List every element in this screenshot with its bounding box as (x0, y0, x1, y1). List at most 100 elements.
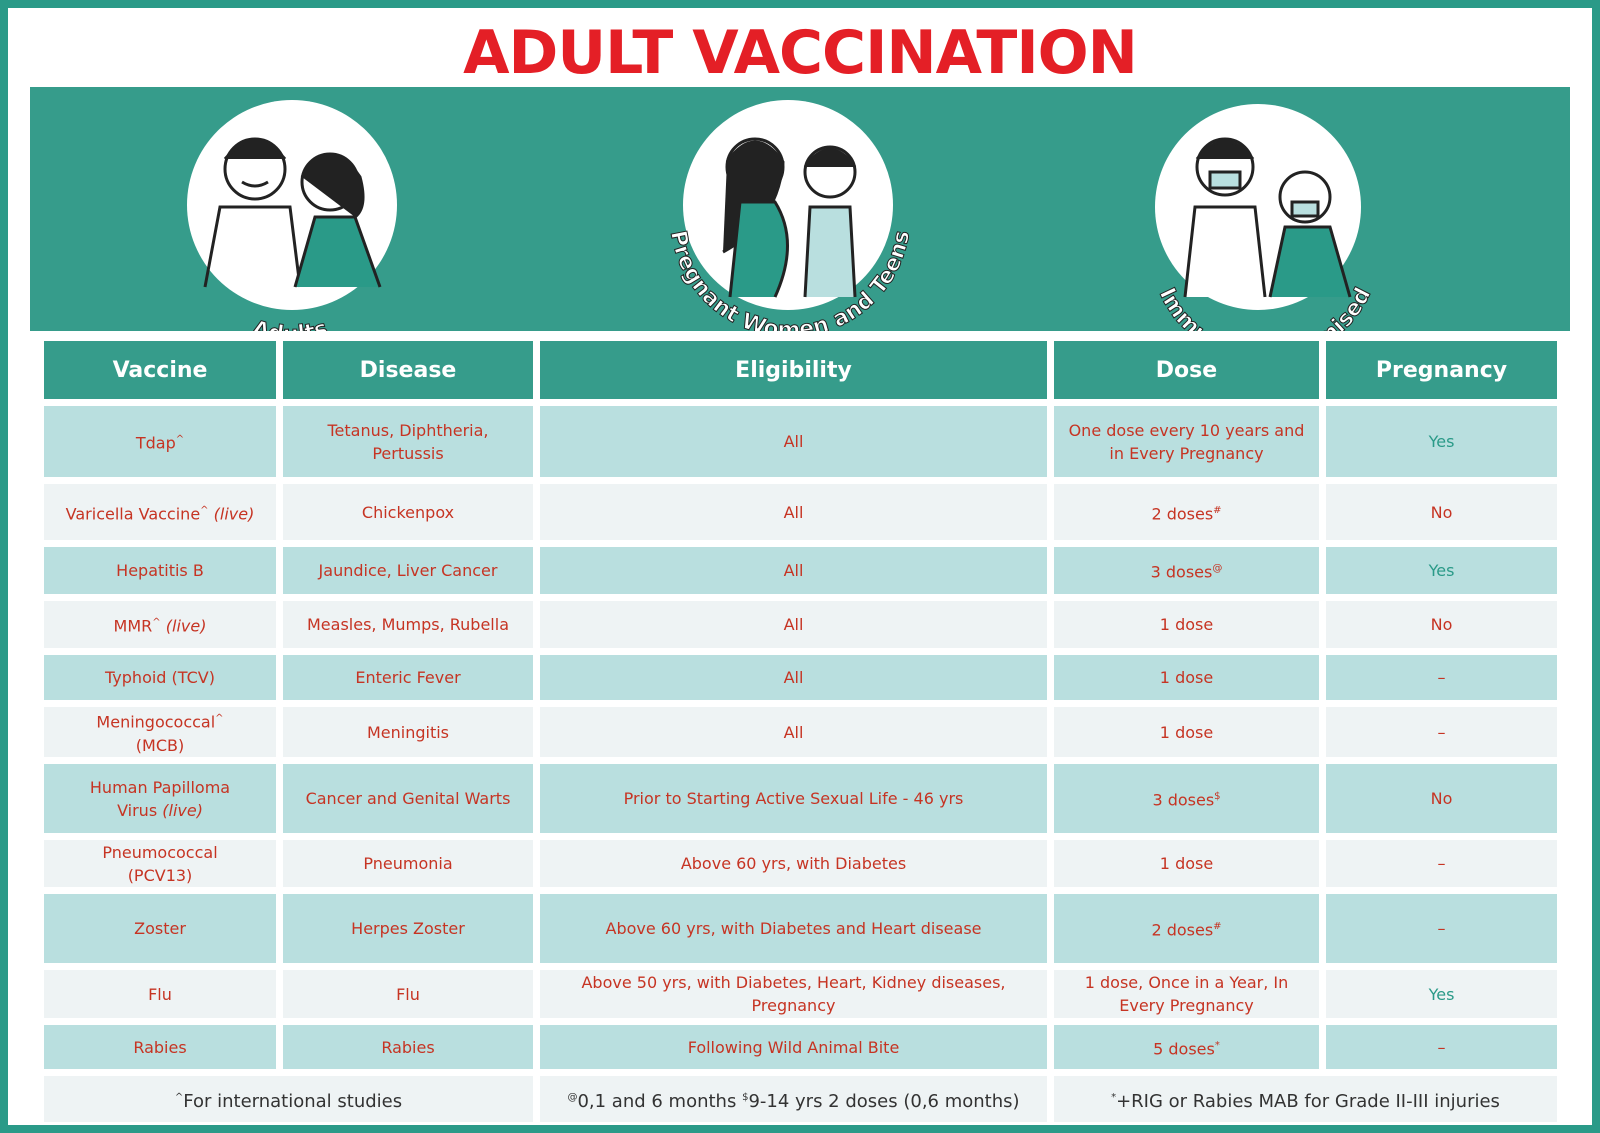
table-row: Hepatitis B Jaundice, Liver Cancer All 3 do… (44, 547, 1557, 594)
vaccine-cell: Typhoid (TCV) (44, 655, 276, 700)
eligibility-cell: Following Wild Animal Bite (540, 1025, 1047, 1069)
footnote-mark: $ (1214, 791, 1221, 803)
vaccine-cell: Hepatitis B (44, 547, 276, 594)
footnote-mark: # (1213, 504, 1222, 516)
dose-text: 2 doses (1151, 504, 1214, 524)
vaccine-cell: Rabies (44, 1025, 276, 1069)
footnote-text: +RIG or Rabies MAB for Grade II-III inju… (1116, 1090, 1500, 1112)
table-row: Tdap^ Tetanus, Diphtheria, Pertussis All On… (44, 406, 1557, 477)
disease-cell: Herpes Zoster (283, 894, 533, 963)
dose-cell: 2 doses# (1054, 894, 1319, 963)
immunocompromised-illustration (1155, 104, 1361, 310)
table-row: Zoster Herpes Zoster Above 60 yrs, with Di… (44, 894, 1557, 963)
vaccine-cell: Varicella Vaccine^ (live) (44, 484, 276, 540)
footnote-mark: ^ (152, 617, 161, 629)
eligibility-cell: Prior to Starting Active Sexual Life - 4… (540, 764, 1047, 833)
vaccine-name: Typhoid (TCV) (105, 668, 215, 687)
footnote-mark: * (1111, 1091, 1117, 1103)
vaccine-cell: Zoster (44, 894, 276, 963)
dose-text: 5 doses (1153, 1039, 1215, 1059)
footnote-text: 9-14 yrs 2 doses (0,6 months) (748, 1090, 1020, 1112)
pregnancy-cell: No (1326, 764, 1557, 833)
vaccine-cell: MMR^ (live) (44, 601, 276, 648)
eligibility-cell: Above 60 yrs, with Diabetes (540, 840, 1047, 887)
eligibility-cell: All (540, 655, 1047, 700)
vaccine-cell: Meningococcal^ (MCB) (44, 707, 276, 757)
footnote-mark: @ (567, 1091, 578, 1103)
vaccine-name: Human Papilloma (89, 777, 231, 797)
vaccine-name: Hepatitis B (116, 561, 204, 580)
table-row: Human Papilloma Virus (live) Cancer and Ge… (44, 764, 1557, 833)
pregnant-illustration (683, 100, 893, 310)
live-note: (live) (165, 616, 207, 636)
dose-cell: 2 doses# (1054, 484, 1319, 540)
dose-text: 3 doses (1150, 562, 1213, 582)
eligibility-cell: All (540, 707, 1047, 757)
footnote-mark: # (1213, 921, 1222, 933)
eligibility-cell: All (540, 547, 1047, 594)
vaccine-name-line2: Virus (117, 800, 158, 820)
disease-cell: Flu (283, 970, 533, 1018)
vaccine-name: Zoster (134, 919, 186, 938)
dose-cell: 1 dose (1054, 601, 1319, 648)
pregnancy-cell: – (1326, 707, 1557, 757)
table-row: Varicella Vaccine^ (live) Chickenpox All 2 … (44, 484, 1557, 540)
footnote-mark: ^ (215, 713, 224, 725)
dose-cell: 3 doses@ (1054, 547, 1319, 594)
vaccine-name: Rabies (133, 1037, 187, 1057)
footnote-mark: $ (742, 1091, 749, 1103)
dose-text: 1 dose (1159, 722, 1214, 742)
table-row: Pneumococcal (PCV13) Pneumonia Above 60 yrs… (44, 840, 1557, 887)
table-row: Meningococcal^ (MCB) Meningitis All 1 dose – (44, 707, 1557, 757)
disease-cell: Jaundice, Liver Cancer (283, 547, 533, 594)
table-row: MMR^ (live) Measles, Mumps, Rubella All 1 d… (44, 601, 1557, 648)
pregnancy-cell: Yes (1326, 547, 1557, 594)
dose-cell: 5 doses* (1054, 1025, 1319, 1069)
pregnancy-cell: Yes (1326, 970, 1557, 1018)
footnote-mark: @ (1212, 563, 1223, 575)
disease-cell: Pneumonia (283, 840, 533, 887)
footnote-text: For international studies (183, 1090, 403, 1112)
pregnancy-cell: – (1326, 894, 1557, 963)
vaccine-table: Vaccine Disease Eligibility Dose Pregnancy T… (37, 334, 1564, 1129)
vaccine-cell: Flu (44, 970, 276, 1018)
dose-text: 1 dose (1159, 668, 1214, 687)
banner: Adults Pregnant Women and Teens Immunoco… (30, 87, 1570, 331)
table-row: Typhoid (TCV) Enteric Fever All 1 dose – (44, 655, 1557, 700)
vaccine-name-line2: (MCB) (135, 735, 185, 755)
eligibility-cell: All (540, 484, 1047, 540)
vaccine-cell: Pneumococcal (PCV13) (44, 840, 276, 887)
title: ADULT VACCINATION (463, 18, 1138, 88)
dose-cell: 1 dose, Once in a Year, In Every Pregnan… (1054, 970, 1319, 1018)
footnote-text: 0,1 and 6 months (577, 1090, 737, 1112)
pregnancy-cell: – (1326, 840, 1557, 887)
pregnancy-cell: Yes (1326, 406, 1557, 477)
vaccine-name: Tdap (135, 433, 176, 453)
footnote-cell: *+RIG or Rabies MAB for Grade II-III inj… (1054, 1076, 1557, 1122)
footnote-row: ^For international studies @0,1 and 6 mon… (44, 1076, 1557, 1122)
disease-cell: Measles, Mumps, Rubella (283, 601, 533, 648)
dose-cell: 1 dose (1054, 707, 1319, 757)
header-row: Vaccine Disease Eligibility Dose Pregnancy (44, 341, 1557, 399)
pregnancy-cell: No (1326, 484, 1557, 540)
dose-cell: 1 dose (1054, 840, 1319, 887)
dose-text: 2 doses (1151, 920, 1214, 940)
column-header: Vaccine (44, 341, 276, 399)
footnote-cell: @0,1 and 6 months $9-14 yrs 2 doses (0,6… (540, 1076, 1047, 1122)
live-note: (live) (162, 800, 203, 820)
live-note: (live) (213, 504, 255, 524)
disease-cell: Meningitis (283, 707, 533, 757)
vaccine-name: Flu (148, 984, 172, 1004)
dose-text: 1 dose (1159, 615, 1214, 634)
column-header: Eligibility (540, 341, 1047, 399)
pregnancy-cell: No (1326, 601, 1557, 648)
disease-cell: Cancer and Genital Warts (283, 764, 533, 833)
table-row: Rabies Rabies Following Wild Animal Bite 5 … (44, 1025, 1557, 1069)
footnote-cell: ^For international studies (44, 1076, 533, 1122)
dose-cell: 1 dose (1054, 655, 1319, 700)
footnote-mark: ^ (174, 1091, 184, 1103)
column-header: Disease (283, 341, 533, 399)
dose-text: 1 dose, Once in a Year, In Every Pregnan… (1084, 973, 1289, 1015)
table-row: Flu Flu Above 50 yrs, with Diabetes, Heart… (44, 970, 1557, 1018)
